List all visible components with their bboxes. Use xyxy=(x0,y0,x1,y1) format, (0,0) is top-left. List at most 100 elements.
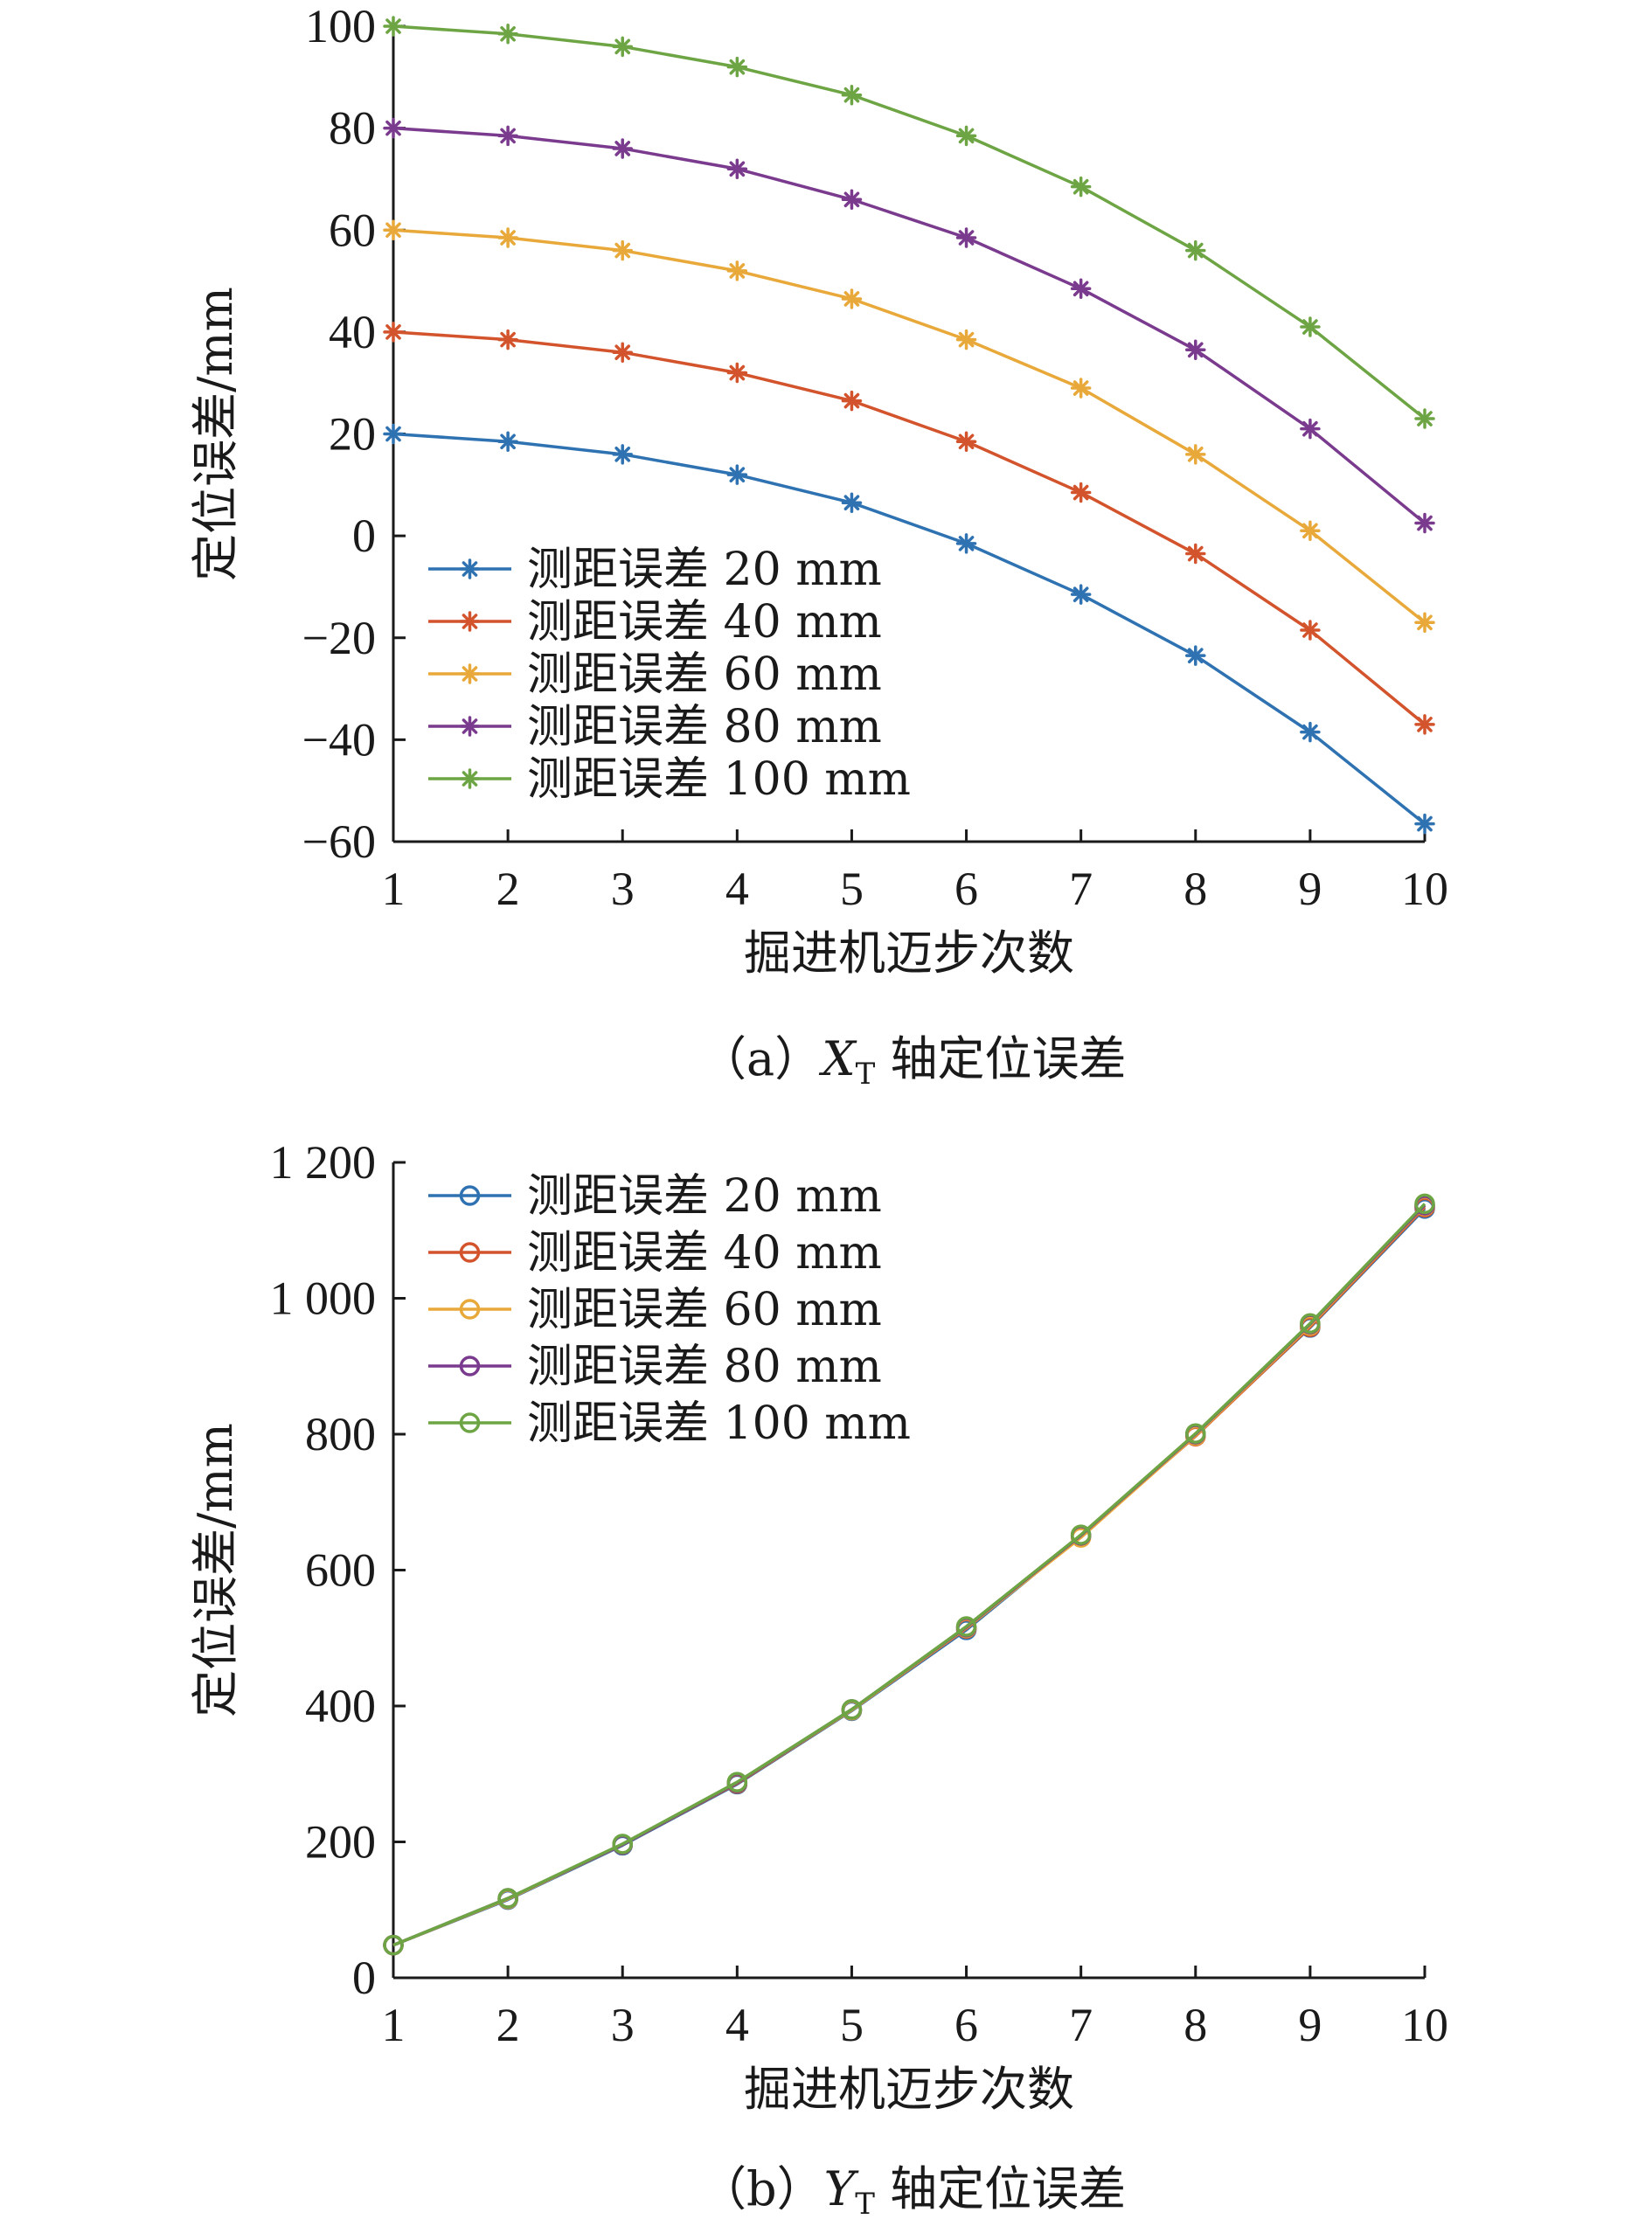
legend-item: 测距误差 20 mm xyxy=(428,544,882,596)
series-4 xyxy=(383,1193,1435,1956)
y-axis-title: 定位误差/mm xyxy=(188,1423,243,1717)
series-0 xyxy=(383,423,1435,835)
legend-label: 测距误差 60 mm xyxy=(527,648,882,701)
legend-label: 测距误差 40 mm xyxy=(527,596,882,648)
data-point xyxy=(383,117,404,139)
legend-label: 测距误差 100 mm xyxy=(527,753,911,806)
data-point xyxy=(497,23,518,45)
legend-marker xyxy=(459,716,481,737)
data-point xyxy=(612,444,633,465)
legend-label: 测距误差 60 mm xyxy=(527,1284,882,1336)
caption-subscript: T xyxy=(855,2187,875,2222)
x-tick-label: 2 xyxy=(496,1999,520,2051)
data-point xyxy=(1414,512,1435,534)
y-tick-label: 0 xyxy=(352,510,376,562)
data-point xyxy=(955,533,977,554)
legend-label: 测距误差 40 mm xyxy=(527,1227,882,1279)
y-tick-label: 800 xyxy=(305,1408,376,1460)
data-point xyxy=(1414,1193,1435,1215)
data-point xyxy=(1414,408,1435,429)
data-point xyxy=(383,1934,404,1956)
series-line xyxy=(392,330,1426,726)
caption-variable: Y xyxy=(824,2161,859,2216)
y-tick-label: −60 xyxy=(302,815,376,868)
caption-subscript: T xyxy=(856,1057,876,1092)
series-line xyxy=(392,1203,1426,1947)
data-point xyxy=(955,125,977,147)
legend-marker xyxy=(459,611,481,632)
series-line xyxy=(392,432,1426,825)
y-tick-label: 1 000 xyxy=(270,1273,377,1325)
caption-variable: X xyxy=(818,1031,857,1086)
legend-item: 测距误差 20 mm xyxy=(428,1170,882,1223)
data-point xyxy=(1414,714,1435,735)
data-point xyxy=(955,227,977,248)
y-tick-label: 20 xyxy=(329,408,376,461)
legend-marker xyxy=(459,1356,481,1377)
chart-a: −60 −40 −20 0 20 40 60 80 100 1 2 3 4 5 6 7 8 9 10 掘进机迈步次数 定… xyxy=(188,0,1448,1092)
data-point xyxy=(383,322,404,343)
legend-item: 测距误差 40 mm xyxy=(428,1227,882,1279)
legend-label: 测距误差 80 mm xyxy=(527,1341,882,1393)
data-point xyxy=(841,189,863,211)
data-point xyxy=(1300,721,1321,743)
x-tick-label: 9 xyxy=(1298,863,1322,915)
x-tick-label: 6 xyxy=(954,863,978,915)
series-1 xyxy=(383,322,1435,735)
data-point xyxy=(955,329,977,350)
legend-label: 测距误差 20 mm xyxy=(527,1170,882,1223)
series-4 xyxy=(383,16,1435,429)
legend-label: 测距误差 80 mm xyxy=(527,701,882,753)
x-tick-label: 3 xyxy=(611,863,635,915)
x-tick-label: 8 xyxy=(1183,863,1207,915)
data-point xyxy=(612,138,633,159)
data-point xyxy=(726,464,748,485)
data-point xyxy=(1300,620,1321,641)
x-tick-label: 10 xyxy=(1401,863,1448,915)
legend-marker xyxy=(459,1185,481,1206)
y-tick-label: 600 xyxy=(305,1544,376,1597)
data-point xyxy=(1300,1313,1321,1335)
legend-item: 测距误差 100 mm xyxy=(428,753,911,806)
x-tick-label: 6 xyxy=(954,1999,978,2051)
data-point xyxy=(841,390,863,412)
x-axis-title: 掘进机迈步次数 xyxy=(744,2062,1074,2117)
data-point xyxy=(1185,543,1206,565)
legend-item: 测距误差 80 mm xyxy=(428,1341,882,1393)
data-point xyxy=(1300,520,1321,542)
y-tick-label: 1 200 xyxy=(270,1136,377,1189)
y-tick-label: 100 xyxy=(305,0,376,52)
series-line xyxy=(392,126,1426,524)
data-point xyxy=(1070,378,1092,399)
data-point xyxy=(1185,239,1206,261)
data-point xyxy=(383,423,404,445)
y-tick-label: 40 xyxy=(329,306,376,358)
y-tick-label: 60 xyxy=(329,204,376,256)
legend-item: 测距误差 60 mm xyxy=(428,648,882,701)
legend-label: 测距误差 20 mm xyxy=(527,544,882,596)
data-point xyxy=(955,1616,977,1637)
data-point xyxy=(1185,339,1206,361)
data-point xyxy=(1185,645,1206,666)
legend-item: 测距误差 60 mm xyxy=(428,1284,882,1336)
data-point xyxy=(1070,482,1092,503)
data-point xyxy=(1070,1524,1092,1545)
legend-marker xyxy=(459,1242,481,1263)
x-tick-label: 4 xyxy=(725,1999,749,2051)
data-point xyxy=(1300,418,1321,440)
chart-b: 0 200 400 600 800 1 000 1 200 1 2 3 4 5 6 7 8 9 10 掘进机迈步次… xyxy=(188,1136,1448,2222)
data-point xyxy=(497,1888,518,1909)
data-point xyxy=(612,1834,633,1855)
y-tick-label: 0 xyxy=(352,1952,376,2004)
legend-marker xyxy=(459,558,481,579)
legend-marker xyxy=(459,768,481,789)
data-point xyxy=(612,239,633,261)
data-point xyxy=(383,219,404,240)
x-tick-label: 3 xyxy=(611,1999,635,2051)
x-tick-label: 8 xyxy=(1183,1999,1207,2051)
series-line xyxy=(392,24,1426,420)
data-point xyxy=(497,125,518,147)
